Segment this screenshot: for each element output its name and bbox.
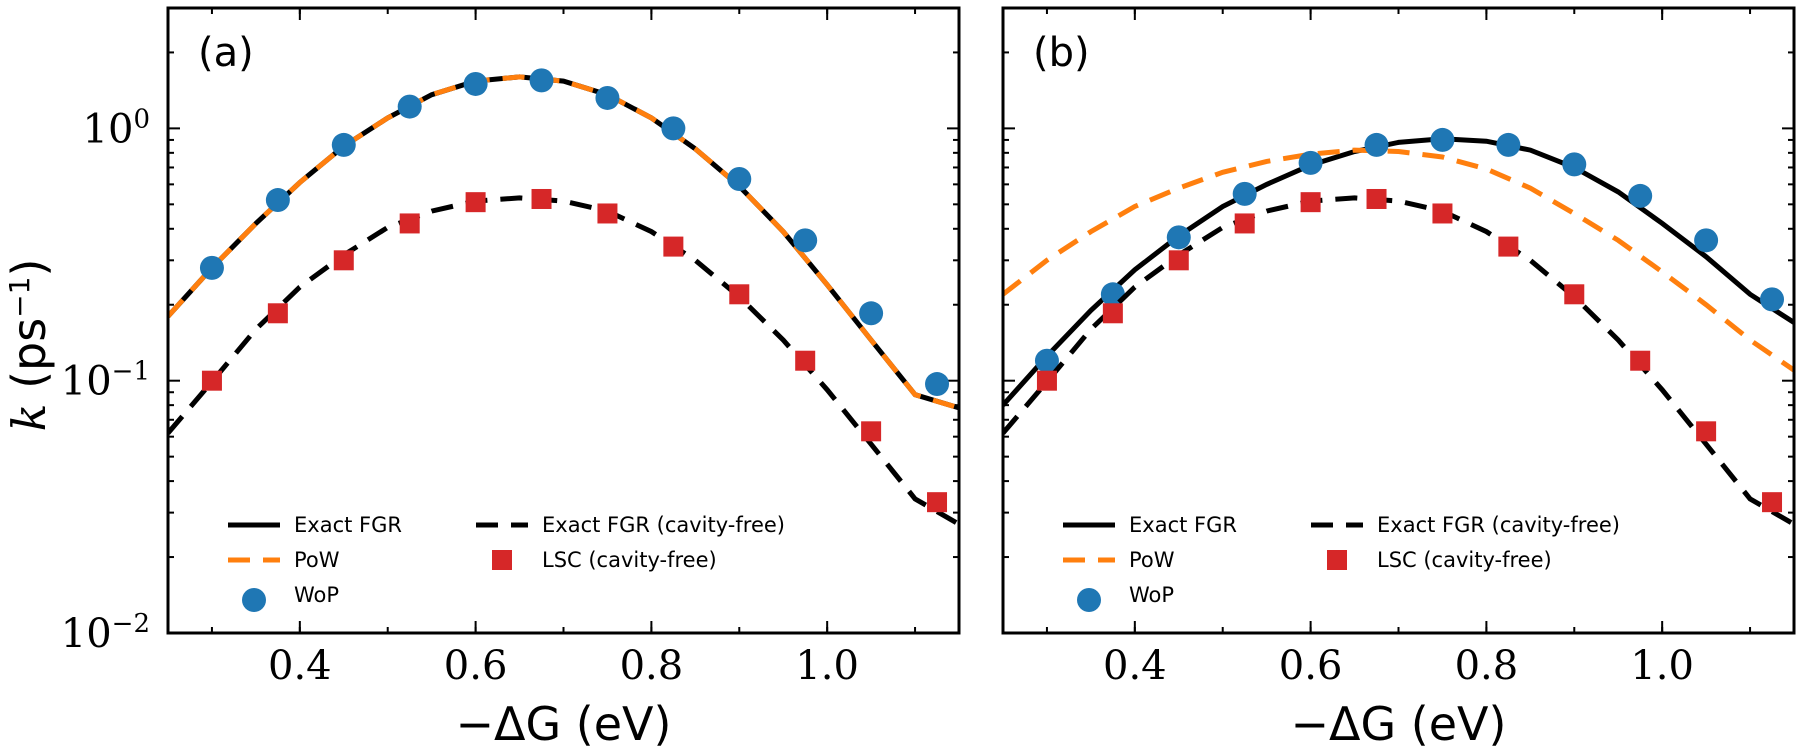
legend-swatch <box>1077 588 1101 612</box>
wop-point <box>727 167 752 192</box>
panel-label: (a) <box>198 30 254 76</box>
series-line-exact-fgr <box>168 74 959 411</box>
wop-point <box>1628 183 1653 208</box>
legend-label: WoP <box>294 583 339 607</box>
lsc-point <box>927 492 948 513</box>
lsc-point <box>1564 284 1585 305</box>
lsc-point <box>531 188 552 209</box>
lsc-point <box>333 250 354 271</box>
legend-swatch <box>492 550 512 570</box>
lsc-point <box>1234 213 1255 234</box>
lsc-point <box>861 421 882 442</box>
lsc-point <box>597 203 618 224</box>
wop-point <box>265 188 290 213</box>
legend-label: Exact FGR (cavity-free) <box>1377 513 1620 537</box>
wop-point <box>1562 152 1587 177</box>
axes-frame <box>166 6 961 635</box>
lsc-point <box>201 370 222 391</box>
wop-point <box>199 255 224 280</box>
legend-label: PoW <box>294 548 340 572</box>
wop-point <box>661 116 686 141</box>
legend-label: PoW <box>1129 548 1175 572</box>
wop-point <box>397 94 422 119</box>
wop-point <box>463 71 488 96</box>
x-axis-label: −ΔG (eV) <box>1291 697 1507 750</box>
lsc-point <box>1630 350 1651 371</box>
panel-label: (b) <box>1033 30 1090 76</box>
y-axis-label-unit: (ps <box>2 318 56 404</box>
ticks: 0.4 0.6 0.8 1.0 <box>1003 7 1794 689</box>
wop-point <box>925 372 950 397</box>
x-tick-label: 0.4 <box>1103 643 1167 689</box>
wop-point <box>331 132 356 157</box>
lsc-point <box>465 192 486 213</box>
y-axis-label-exp: −1 <box>3 277 36 318</box>
lsc-point <box>399 213 420 234</box>
series-layer <box>168 68 959 527</box>
wop-point <box>1364 132 1389 157</box>
series-line-exact-fgr-cavity-free- <box>1003 195 1794 527</box>
x-tick-label: 0.6 <box>444 643 508 689</box>
series-layer <box>1003 127 1794 527</box>
lsc-point <box>1036 370 1057 391</box>
wop-point <box>1166 225 1191 250</box>
wop-point <box>859 301 884 326</box>
legend: Exact FGR PoW WoP Exact FGR (cavity-free) LS… <box>1063 513 1620 612</box>
lsc-point <box>1696 421 1717 442</box>
wop-point <box>1694 228 1719 253</box>
legend-label: Exact FGR (cavity-free) <box>542 513 785 537</box>
wop-point <box>1496 132 1521 157</box>
y-tick-label: 10−1 <box>61 357 150 405</box>
legend: Exact FGR PoW WoP Exact FGR (cavity-free) LS… <box>228 513 785 612</box>
lsc-point <box>1762 492 1783 513</box>
series-line-pow <box>1003 147 1794 373</box>
wop-point <box>1034 348 1059 373</box>
legend-label: WoP <box>1129 583 1174 607</box>
lsc-point <box>663 236 684 257</box>
legend-label: LSC (cavity-free) <box>542 548 717 572</box>
x-tick-label: 1.0 <box>1630 643 1694 689</box>
wop-point <box>1232 181 1257 206</box>
series-line-exact-fgr-cavity-free- <box>168 195 959 527</box>
lsc-point <box>267 303 288 324</box>
series-line-pow <box>168 74 959 411</box>
wop-point <box>793 228 818 253</box>
legend-swatch <box>242 588 266 612</box>
panel-b: 0.4 0.6 0.8 1.0(b)−ΔG (eV)Exact FGRPoWWoPEx… <box>1001 6 1796 750</box>
lsc-point <box>1102 303 1123 324</box>
legend-label: LSC (cavity-free) <box>1377 548 1552 572</box>
wop-point <box>595 85 620 110</box>
x-tick-label: 1.0 <box>795 643 859 689</box>
wop-point <box>1430 127 1455 152</box>
x-tick-label: 0.6 <box>1279 643 1343 689</box>
lsc-point <box>1300 192 1321 213</box>
wop-point <box>1298 150 1323 175</box>
lsc-point <box>795 350 816 371</box>
legend-swatch <box>1327 550 1347 570</box>
y-tick-label: 10−2 <box>61 609 150 657</box>
panel-a: 0.4 0.6 0.8 1.0 10−2 10−1 100 (a) −ΔG (eV) Exact … <box>61 6 961 750</box>
legend-label: Exact FGR <box>294 513 402 537</box>
wop-point <box>1760 287 1785 312</box>
x-tick-label: 0.8 <box>620 643 684 689</box>
series-line-exact-fgr <box>1003 136 1794 407</box>
x-tick-label: 0.8 <box>1455 643 1519 689</box>
x-tick-label: 0.4 <box>268 643 332 689</box>
lsc-point <box>1366 188 1387 209</box>
legend-label: Exact FGR <box>1129 513 1237 537</box>
y-axis-label-close: ) <box>2 259 56 277</box>
lsc-point <box>1432 203 1453 224</box>
y-tick-label: 100 <box>83 104 150 152</box>
axes-frame <box>1001 6 1796 635</box>
lsc-point <box>1168 250 1189 271</box>
wop-point <box>529 68 554 93</box>
y-axis-label-var: k <box>2 404 56 432</box>
x-axis-label: −ΔG (eV) <box>456 697 672 750</box>
ticks: 0.4 0.6 0.8 1.0 10−2 10−1 100 <box>61 7 959 689</box>
y-axis-label: k (ps−1) <box>2 259 56 432</box>
lsc-point <box>1498 236 1519 257</box>
lsc-point <box>729 284 750 305</box>
